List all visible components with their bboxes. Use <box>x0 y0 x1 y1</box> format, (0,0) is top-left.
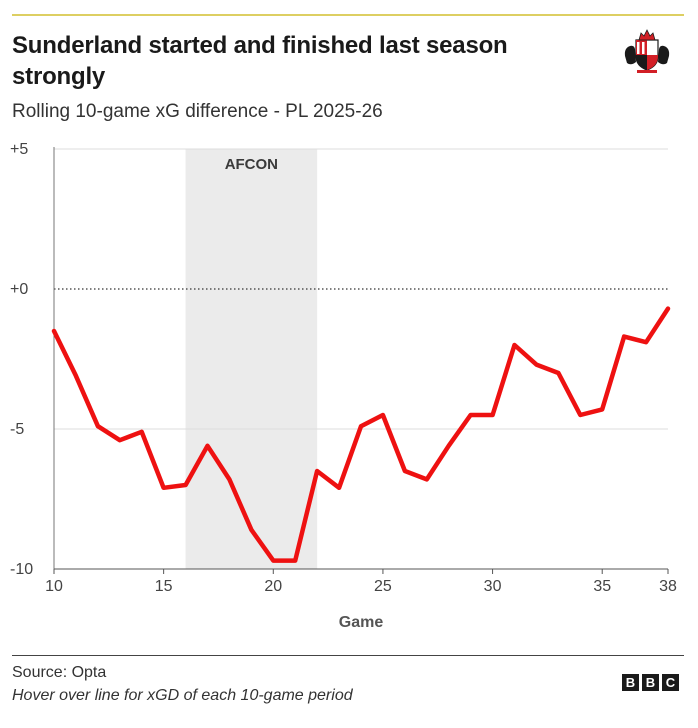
x-tick-label: 25 <box>374 578 392 595</box>
y-tick-label: -10 <box>10 561 33 578</box>
hover-note: Hover over line for xGD of each 10-game … <box>12 687 353 704</box>
xgd-data-point <box>270 558 276 564</box>
xgd-data-point <box>161 485 167 491</box>
chart-subtitle: Rolling 10-game xG difference - PL 2025-… <box>12 101 383 122</box>
xgd-data-point <box>468 412 474 418</box>
xgd-data-point <box>358 423 364 429</box>
xgd-data-point <box>314 468 320 474</box>
bbc-logo-letter: C <box>662 674 679 691</box>
xgd-data-point <box>248 527 254 533</box>
xgd-data-point <box>139 429 145 435</box>
sunderland-crest-icon <box>624 29 670 73</box>
xgd-data-point <box>490 412 496 418</box>
footer-rule <box>12 655 684 656</box>
xgd-data-point <box>380 412 386 418</box>
x-tick-label: 30 <box>484 578 502 595</box>
xgd-data-point <box>621 334 627 340</box>
bbc-logo-letter: B <box>642 674 659 691</box>
xgd-data-point <box>577 412 583 418</box>
xgd-data-point <box>599 406 605 412</box>
x-tick-label: 20 <box>264 578 282 595</box>
afcon-band-label: AFCON <box>225 156 278 173</box>
xgd-data-point <box>226 476 232 482</box>
x-tick-label: 38 <box>659 578 677 595</box>
xgd-data-point <box>665 306 671 312</box>
line-chart: AFCON +5 +0 -5 -10 10 15 20 25 30 35 38 Game <box>10 141 677 631</box>
xgd-data-point <box>73 373 79 379</box>
xgd-data-point <box>292 558 298 564</box>
xgd-data-point <box>205 443 211 449</box>
top-rule <box>12 14 684 16</box>
x-tick-label: 15 <box>155 578 173 595</box>
xgd-data-point <box>643 339 649 345</box>
y-tick-label: +5 <box>10 141 28 158</box>
xgd-data-point <box>183 482 189 488</box>
x-tick-label: 35 <box>593 578 611 595</box>
xgd-data-point <box>336 485 342 491</box>
xgd-data-point <box>446 443 452 449</box>
afcon-band <box>185 149 318 569</box>
xgd-data-point <box>117 437 123 443</box>
xgd-series-line <box>51 306 671 563</box>
source-text: Source: Opta <box>12 664 107 681</box>
xgd-data-point <box>424 476 430 482</box>
xgd-data-point <box>51 328 57 334</box>
x-tick-label: 10 <box>45 578 63 595</box>
xgd-data-point <box>533 362 539 368</box>
x-axis-title: Game <box>339 614 384 631</box>
bbc-logo: B B C <box>622 674 679 691</box>
xgd-data-point <box>555 370 561 376</box>
y-tick-label: -5 <box>10 421 24 438</box>
y-tick-label: +0 <box>10 281 28 298</box>
xgd-data-point <box>95 423 101 429</box>
xgd-data-point <box>402 468 408 474</box>
xgd-data-point <box>512 342 518 348</box>
bbc-logo-letter: B <box>622 674 639 691</box>
chart-title: Sunderland started and finished last sea… <box>12 32 508 90</box>
